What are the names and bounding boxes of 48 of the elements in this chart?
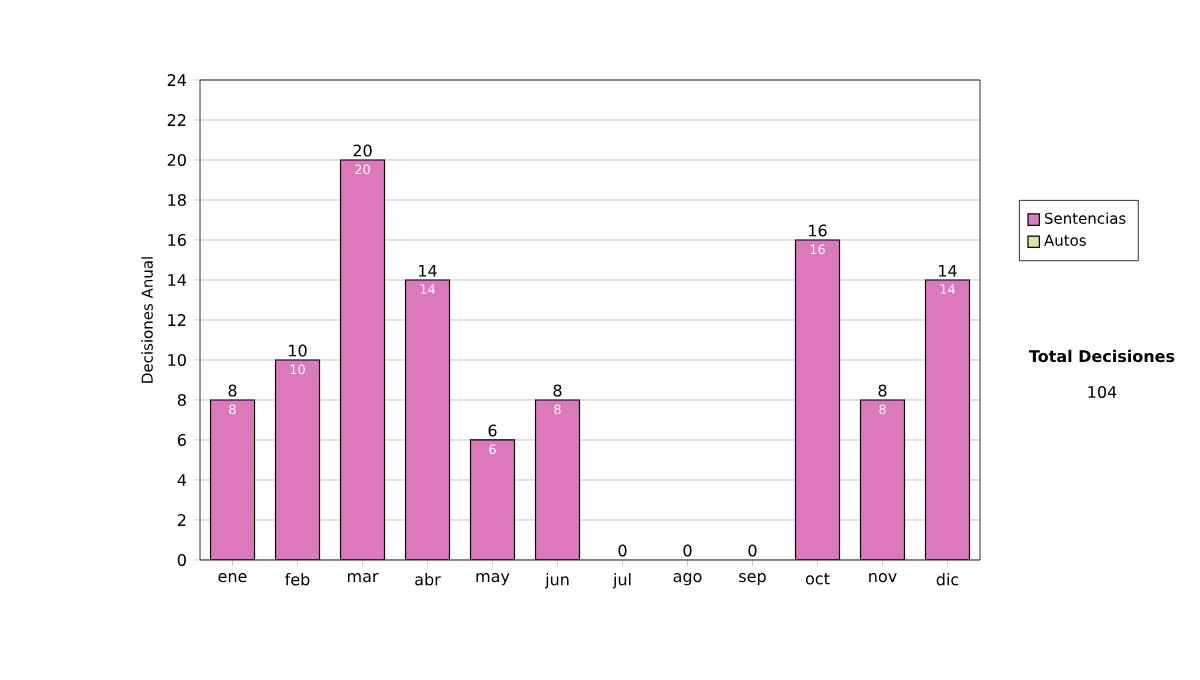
total-label: 14 (419, 264, 437, 277)
text: 104 (1088, 385, 1117, 399)
total-label: 16 (809, 224, 827, 237)
y-tick-label: 24 (167, 74, 187, 86)
bar (274, 359, 321, 560)
y-tick-label: 2 (177, 514, 186, 526)
bar (924, 279, 971, 560)
x-tick-label: nov (869, 573, 897, 583)
x-tick-label: ago (673, 573, 702, 586)
text: Total Decisiones (1028, 349, 1175, 363)
x-tick-label: may (476, 573, 510, 586)
y-tick-label: 10 (168, 353, 186, 367)
bar (859, 399, 906, 560)
bar (339, 159, 386, 560)
total-label: 14 (939, 264, 957, 277)
x-tick-label: abr (415, 573, 441, 586)
total-label: 8 (228, 384, 237, 397)
x-tick-label: dic (936, 573, 959, 586)
y-tick-label: 8 (177, 393, 186, 407)
total-label: 20 (353, 144, 372, 157)
bar (469, 439, 516, 560)
bar (209, 399, 256, 560)
total-label: 8 (878, 384, 887, 397)
x-tick-label: feb (285, 573, 310, 586)
y-tick-label: 20 (167, 153, 186, 167)
total-label: 6 (488, 424, 497, 437)
y-tick-label: 4 (177, 474, 187, 486)
total-label: 0 (618, 544, 627, 557)
y-tick-label: 18 (168, 193, 186, 207)
total-label: 0 (748, 544, 757, 557)
bar (534, 399, 581, 560)
y-tick-label: 22 (167, 114, 186, 126)
total-label: 0 (683, 544, 692, 557)
x-tick-label: ene (218, 573, 247, 583)
y-tick-label: 14 (168, 274, 187, 286)
x-tick-label: jul (612, 573, 631, 589)
x-tick-label: sep (739, 573, 766, 586)
y-tick-label: 0 (177, 553, 186, 567)
x-tick-label: mar (347, 573, 379, 583)
bar (404, 279, 451, 560)
y-tick-label: 16 (168, 233, 186, 247)
y-tick-label: 6 (177, 433, 186, 447)
total-label: 10 (289, 344, 307, 357)
bar (794, 239, 841, 560)
total-label: 8 (553, 384, 562, 397)
x-tick-label: oct (805, 573, 830, 585)
x-tick-label: jun (544, 573, 569, 589)
y-tick-label: 12 (168, 314, 186, 326)
